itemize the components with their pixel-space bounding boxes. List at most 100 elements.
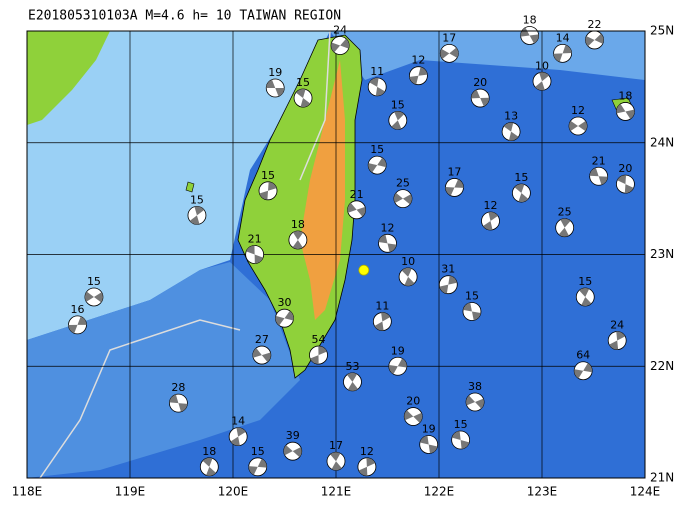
compression-quadrant [625,109,635,119]
china-coast [27,31,110,125]
depth-label: 21 [592,154,606,167]
depth-label: 20 [473,76,487,89]
x-tick-label: 118E [12,485,43,499]
compression-quadrant [616,103,626,114]
compression-quadrant [578,120,588,132]
compression-quadrant [347,202,357,213]
compression-quadrant [169,394,179,404]
depth-label: 30 [278,296,292,309]
depth-label: 17 [442,31,456,44]
compression-quadrant [259,190,269,200]
depth-label: 27 [255,333,269,346]
compression-quadrant [252,348,262,358]
x-tick-label: 123E [527,485,558,499]
y-tick-label: 24N [650,135,674,149]
depth-label: 31 [441,263,455,276]
depth-label: 12 [360,445,374,458]
compression-quadrant [460,440,470,449]
compression-quadrant [93,292,103,303]
compression-quadrant [451,431,461,441]
compression-quadrant [428,444,438,454]
compression-quadrant [230,436,240,446]
compression-quadrant [503,122,514,132]
focal-mechanism [343,372,362,392]
compression-quadrant [445,187,455,196]
focal-mechanism [465,392,485,412]
compression-quadrant [356,206,366,217]
compression-quadrant [518,193,529,203]
depth-label: 20 [618,162,632,175]
focal-mechanism [288,230,308,250]
compression-quadrant [387,243,397,253]
compression-quadrant [569,120,579,132]
compression-quadrant [397,358,407,368]
compression-quadrant [594,33,604,44]
depth-label: 11 [370,65,384,78]
focal-mechanism [228,427,248,447]
focal-mechanism [393,189,413,209]
focal-mechanism [512,183,531,203]
compression-quadrant [347,381,359,391]
compression-quadrant [439,284,449,294]
compression-quadrant [617,175,627,185]
depth-label: 10 [535,59,549,72]
compression-quadrant [579,287,590,297]
focal-mechanism [347,200,367,220]
compression-quadrant [409,75,419,85]
compression-quadrant [539,72,549,82]
focal-mechanism [169,393,188,413]
compression-quadrant [508,131,519,141]
depth-label: 64 [576,349,590,362]
compression-quadrant [254,254,264,264]
depth-label: 17 [329,439,343,452]
compression-quadrant [535,81,545,91]
slope-north [330,31,645,80]
focal-mechanism [616,102,635,121]
focal-mechanism [258,181,278,201]
focal-mechanism [367,77,387,97]
focal-mechanism [575,287,595,307]
focal-mechanism [568,116,588,136]
focal-mechanism [367,155,387,175]
compression-quadrant [358,466,368,476]
compression-quadrant [366,457,376,467]
compression-quadrant [318,346,327,356]
mountains [300,60,345,320]
compression-quadrant [331,461,342,471]
compression-quadrant [583,363,593,373]
depth-label: 25 [396,177,410,190]
compression-quadrant [257,458,267,468]
y-tick-label: 25N [650,24,674,38]
depth-label: 19 [391,344,405,357]
compression-quadrant [574,369,584,379]
compression-quadrant [449,47,459,58]
depth-label: 21 [350,188,364,201]
focal-mechanism [501,122,521,141]
compression-quadrant [310,355,319,365]
depth-label: 19 [422,422,436,435]
compression-quadrant [246,245,255,255]
focal-mechanism [481,211,500,231]
compression-quadrant [77,316,87,325]
focal-mechanism [470,88,490,108]
depth-label: 15 [370,143,384,156]
compression-quadrant [463,302,472,312]
compression-quadrant [375,86,385,96]
focal-mechanism [438,275,458,295]
compression-quadrant [558,227,569,237]
depth-label: 14 [231,415,245,428]
compression-quadrant [393,192,403,203]
depth-label: 15 [190,193,204,206]
focal-mechanism [462,302,482,321]
compression-quadrant [84,291,94,302]
compression-quadrant [68,324,78,334]
compression-quadrant [448,275,458,285]
compression-quadrant [581,296,592,306]
compression-quadrant [266,79,276,88]
compression-quadrant [202,457,213,467]
depth-label: 15 [578,275,592,288]
depth-label: 14 [556,31,570,44]
depth-label: 24 [333,24,347,37]
compression-quadrant [346,372,358,382]
slope [27,262,300,478]
